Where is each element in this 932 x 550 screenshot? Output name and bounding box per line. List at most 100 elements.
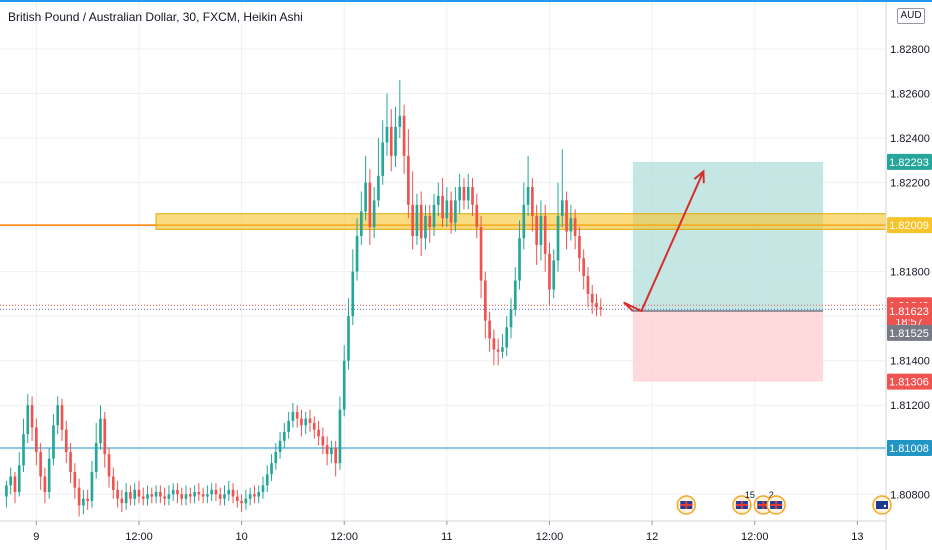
candle-bear[interactable] [573,218,577,237]
price-axis[interactable] [886,0,932,550]
candle-bear[interactable] [484,280,487,321]
candle-bull[interactable] [167,494,171,499]
candle-bear[interactable] [586,276,590,294]
resistance-zone[interactable] [155,213,887,230]
candle-bear[interactable] [565,200,568,232]
candle-bear[interactable] [150,494,154,497]
candle-bull[interactable] [90,472,94,501]
candle-bear[interactable] [368,182,372,228]
candle-bull[interactable] [22,434,25,466]
candle-bear[interactable] [43,476,47,493]
candle-bull[interactable] [146,494,149,499]
candle-bear[interactable] [295,411,299,419]
candle-bear[interactable] [13,476,17,493]
candle-bear[interactable] [120,498,124,504]
candle-bear[interactable] [479,227,483,281]
candle-bear[interactable] [107,454,111,477]
candle-bear[interactable] [300,418,303,426]
candle-bear[interactable] [590,293,594,303]
candle-bear[interactable] [201,494,205,497]
candle-bear[interactable] [496,349,500,352]
candle-bull[interactable] [171,489,175,495]
target-zone[interactable] [632,161,824,312]
candle-bear[interactable] [64,429,68,452]
currency-badge[interactable]: AUD [897,8,925,24]
stop-zone[interactable] [632,311,824,382]
candle-bear[interactable] [159,492,162,497]
candle-bull[interactable] [283,431,286,441]
candle-bull[interactable] [501,347,504,352]
candle-bull[interactable] [424,215,427,239]
candle-bear[interactable] [441,195,444,219]
candle-bear[interactable] [531,187,534,216]
candle-bull[interactable] [445,200,449,219]
candle-bear[interactable] [535,215,538,245]
candle-bull[interactable] [372,200,376,228]
candle-bull[interactable] [377,175,380,201]
candle-bull[interactable] [274,451,278,464]
candle-bull[interactable] [56,405,60,426]
candle-bull[interactable] [5,485,8,497]
candle-bear[interactable] [543,215,547,254]
candle-bull[interactable] [569,218,573,232]
candle-bear[interactable] [599,307,603,310]
candle-bull[interactable] [82,498,85,506]
candle-bear[interactable] [449,200,453,223]
candle-bull[interactable] [552,260,556,290]
candle-bull[interactable] [560,200,564,216]
entry-price-tag[interactable] [887,303,932,320]
stop-price-tag[interactable] [887,373,932,390]
candle-bear[interactable] [60,405,64,430]
candle-bull[interactable] [360,211,363,237]
candle-bull[interactable] [394,126,397,156]
candle-bull[interactable] [304,418,308,426]
candle-bear[interactable] [69,451,72,473]
candle-bull[interactable] [124,492,128,504]
candle-bull[interactable] [257,492,261,497]
candle-bull[interactable] [509,309,513,328]
candle-bear[interactable] [411,204,414,237]
candle-bull[interactable] [265,474,269,486]
candle-bear[interactable] [407,155,410,205]
candle-bear[interactable] [492,338,496,350]
candle-bear[interactable] [214,489,218,495]
candle-bear[interactable] [419,204,423,239]
candle-bull[interactable] [133,489,137,499]
candle-bear[interactable] [240,500,243,504]
candle-bull[interactable] [193,492,196,497]
candle-bear[interactable] [582,258,586,277]
candle-bear[interactable] [402,115,406,156]
candle-bear[interactable] [471,187,474,205]
candle-bull[interactable] [518,238,521,281]
candle-bear[interactable] [111,476,115,490]
candle-bull[interactable] [227,489,231,495]
candle-bull[interactable] [17,465,21,493]
candle-bear[interactable] [103,418,107,455]
candle-bull[interactable] [526,187,530,205]
candle-bull[interactable] [47,458,51,493]
candle-bull[interactable] [248,494,252,499]
candle-bull[interactable] [99,418,102,444]
candle-bear[interactable] [218,494,222,499]
candle-bull[interactable] [347,316,350,361]
candle-bear[interactable] [180,494,184,499]
candle-bull[interactable] [539,215,543,245]
candle-bear[interactable] [163,496,166,499]
candle-bull[interactable] [556,215,560,261]
candle-bear[interactable] [86,498,89,501]
candle-bear[interactable] [129,492,132,499]
candle-bull[interactable] [381,142,385,176]
resistance-price-tag[interactable] [887,217,932,234]
candle-bear[interactable] [548,253,551,290]
candle-bull[interactable] [52,425,55,459]
candle-bull[interactable] [342,360,346,410]
candle-bull[interactable] [184,494,188,499]
candle-bull[interactable] [9,476,13,486]
candle-bull[interactable] [287,420,290,432]
candle-bull[interactable] [351,271,355,317]
candle-bull[interactable] [454,200,457,223]
candle-bear[interactable] [475,204,479,228]
candle-bull[interactable] [364,182,367,212]
candle-bear[interactable] [231,489,235,497]
